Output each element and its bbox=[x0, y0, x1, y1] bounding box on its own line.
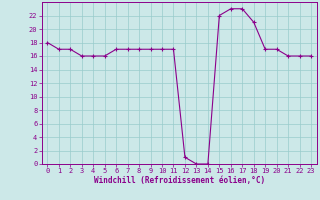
X-axis label: Windchill (Refroidissement éolien,°C): Windchill (Refroidissement éolien,°C) bbox=[94, 176, 265, 185]
